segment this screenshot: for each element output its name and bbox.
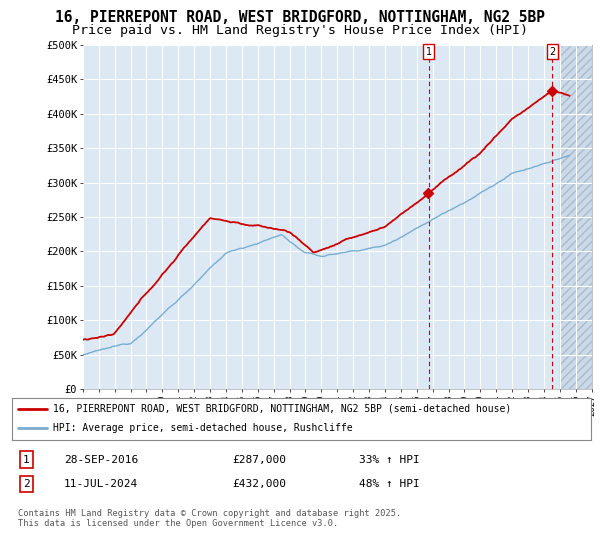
Text: 11-JUL-2024: 11-JUL-2024 bbox=[64, 479, 139, 489]
Text: 2: 2 bbox=[549, 46, 556, 57]
Bar bbox=[560, 45, 592, 389]
Text: Contains HM Land Registry data © Crown copyright and database right 2025.
This d: Contains HM Land Registry data © Crown c… bbox=[18, 509, 401, 529]
Text: 2: 2 bbox=[23, 479, 30, 489]
Text: 33% ↑ HPI: 33% ↑ HPI bbox=[359, 455, 420, 465]
Text: 16, PIERREPONT ROAD, WEST BRIDGFORD, NOTTINGHAM, NG2 5BP: 16, PIERREPONT ROAD, WEST BRIDGFORD, NOT… bbox=[55, 10, 545, 25]
Text: 48% ↑ HPI: 48% ↑ HPI bbox=[359, 479, 420, 489]
Bar bbox=[560, 45, 592, 389]
Text: Price paid vs. HM Land Registry's House Price Index (HPI): Price paid vs. HM Land Registry's House … bbox=[72, 24, 528, 36]
Text: HPI: Average price, semi-detached house, Rushcliffe: HPI: Average price, semi-detached house,… bbox=[53, 423, 352, 433]
Text: 28-SEP-2016: 28-SEP-2016 bbox=[64, 455, 139, 465]
Text: £432,000: £432,000 bbox=[232, 479, 286, 489]
Text: 1: 1 bbox=[23, 455, 30, 465]
Text: 1: 1 bbox=[425, 46, 431, 57]
Text: 16, PIERREPONT ROAD, WEST BRIDGFORD, NOTTINGHAM, NG2 5BP (semi-detached house): 16, PIERREPONT ROAD, WEST BRIDGFORD, NOT… bbox=[53, 404, 511, 414]
Text: £287,000: £287,000 bbox=[232, 455, 286, 465]
